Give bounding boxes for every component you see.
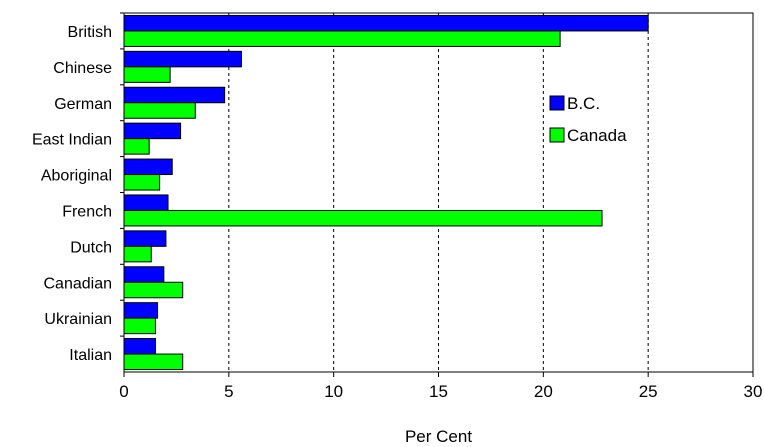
x-tick-label: 30 <box>744 382 763 401</box>
category-label: Chinese <box>53 60 112 77</box>
bar-canada-ukrainian <box>123 317 156 335</box>
category-labels: British Chinese German East Indian Aborigina… <box>32 12 124 364</box>
x-tick-label: 10 <box>324 382 343 401</box>
category-label: Dutch <box>70 239 112 256</box>
category-label: Ukrainian <box>44 311 112 328</box>
bar-canada-german <box>123 102 196 119</box>
bar-b-c-canadian <box>123 266 165 283</box>
category-label: Italian <box>69 347 112 364</box>
x-axis-ticks: 0 5 10 15 20 25 30 <box>119 372 762 401</box>
bar-canada-british <box>123 30 561 47</box>
bar-canada-dutch <box>123 245 152 263</box>
x-tick-label: 25 <box>639 382 658 401</box>
category-label: Aboriginal <box>41 168 112 185</box>
bar-b-c-french <box>123 194 169 211</box>
grid <box>228 13 649 372</box>
bars <box>123 14 649 371</box>
bar-b-c-ukrainian <box>123 302 159 319</box>
bar-b-c-british <box>123 14 649 32</box>
category-label: German <box>54 96 112 113</box>
category-label: East Indian <box>32 132 112 149</box>
x-tick-label: 5 <box>224 382 233 401</box>
bar-b-c-german <box>123 86 226 104</box>
legend-swatch <box>549 95 565 111</box>
legend-swatch <box>549 127 565 143</box>
x-axis-label: Per Cent <box>405 427 472 446</box>
legend-label: Canada <box>567 126 627 145</box>
x-tick-label: 15 <box>429 382 448 401</box>
bar-canada-aboriginal <box>123 174 161 191</box>
bar-b-c-aboriginal <box>123 158 173 176</box>
category-label: Canadian <box>44 275 113 292</box>
bar-canada-chinese <box>123 66 171 83</box>
bar-b-c-italian <box>123 338 156 355</box>
bar-b-c-chinese <box>123 50 242 68</box>
category-label: French <box>62 203 112 220</box>
legend-label: B.C. <box>567 94 600 113</box>
bar-b-c-east-indian <box>123 122 182 140</box>
x-tick-label: 20 <box>534 382 553 401</box>
legend: B.C. Canada <box>549 94 627 145</box>
bar-b-c-dutch <box>123 230 167 247</box>
bar-canada-french <box>123 209 603 227</box>
category-label: British <box>68 24 112 41</box>
x-tick-label: 0 <box>119 382 128 401</box>
bar-canada-canadian <box>123 281 184 299</box>
bar-canada-east-indian <box>123 138 150 155</box>
bar-canada-italian <box>123 353 184 371</box>
